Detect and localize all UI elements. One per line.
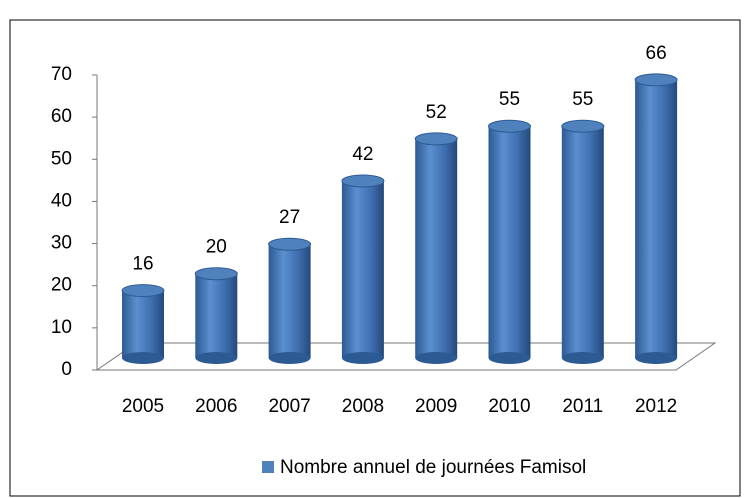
data-label: 55 (499, 89, 520, 110)
bar-top (341, 174, 385, 188)
data-label: 52 (426, 102, 447, 123)
bar (268, 244, 311, 358)
x-tick-label: 2009 (415, 396, 457, 417)
y-tick-label: 0 (61, 359, 72, 380)
x-tick-label: 2006 (195, 396, 237, 417)
bar (488, 126, 531, 358)
bar-base (635, 352, 678, 364)
legend-label: Nombre annuel de journées Famisol (280, 457, 586, 478)
y-tick-label: 60 (51, 106, 72, 127)
bar-top (634, 73, 678, 87)
y-tick-label: 30 (51, 233, 72, 254)
bar-top (121, 284, 165, 298)
data-label: 16 (132, 254, 153, 275)
bar (635, 79, 678, 358)
bar-base (341, 352, 384, 364)
data-label: 20 (206, 237, 227, 258)
bar-base (268, 352, 311, 364)
x-tick-label: 2008 (342, 396, 384, 417)
x-tick-label: 2005 (122, 396, 164, 417)
data-label: 27 (279, 207, 300, 228)
y-tick-label: 70 (51, 64, 72, 85)
bar (341, 181, 384, 358)
bar (415, 138, 458, 358)
bar (195, 273, 238, 358)
x-tick-label: 2007 (268, 396, 310, 417)
data-label: 66 (646, 43, 667, 64)
bar-base (122, 352, 164, 364)
y-tick-label: 40 (51, 190, 72, 211)
x-tick-label: 2010 (488, 396, 530, 417)
bar (122, 290, 164, 358)
y-tick-label: 10 (51, 317, 72, 338)
bar-top (488, 119, 531, 133)
bar-top (414, 132, 458, 146)
bar-base (415, 352, 458, 364)
data-label: 42 (352, 144, 373, 165)
x-tick-label: 2011 (562, 396, 603, 417)
bar-base (561, 352, 604, 364)
x-tick-label: 2012 (635, 396, 677, 417)
bar-base (488, 352, 531, 364)
bar-top (194, 267, 238, 281)
y-tick-label: 20 (51, 275, 72, 296)
legend-swatch (262, 461, 274, 473)
bar-top (268, 237, 312, 251)
y-tick-label: 50 (51, 148, 72, 169)
bar-top (561, 119, 605, 133)
bar-base (195, 352, 238, 364)
data-label: 55 (572, 89, 593, 110)
bar (561, 126, 604, 358)
